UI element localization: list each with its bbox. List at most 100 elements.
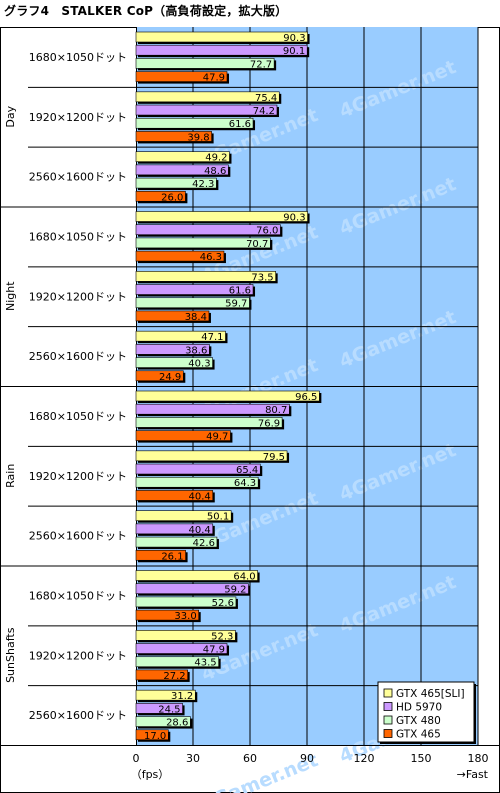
bar-value-label: 75.4 bbox=[255, 93, 277, 104]
bar bbox=[135, 536, 218, 548]
bar-value-label: 26.1 bbox=[161, 551, 183, 562]
bar bbox=[135, 549, 186, 561]
bar-value-label: 28.6 bbox=[166, 718, 188, 729]
bar bbox=[135, 117, 254, 129]
row-label: 1920×1200ドット bbox=[29, 470, 127, 483]
legend-label: GTX 480 bbox=[396, 715, 441, 727]
bar bbox=[135, 357, 213, 368]
bar bbox=[135, 330, 226, 342]
bar-value-label: 49.2 bbox=[205, 153, 227, 164]
bar bbox=[135, 656, 219, 668]
x-tick-label: 90 bbox=[300, 752, 314, 765]
row-label: 1920×1200ドット bbox=[29, 111, 127, 124]
bar-value-label: 76.9 bbox=[258, 418, 280, 429]
bar-value-label: 52.6 bbox=[212, 598, 234, 609]
bar bbox=[135, 190, 186, 202]
legend-box bbox=[377, 681, 475, 743]
bar-value-label: 38.4 bbox=[185, 312, 207, 323]
bar bbox=[135, 297, 250, 309]
bar bbox=[135, 131, 212, 142]
group-label: Night bbox=[4, 281, 17, 311]
x-direction-label: →Fast bbox=[457, 768, 489, 781]
row-label: 2560×1600ドット bbox=[29, 350, 127, 363]
row-label: 1680×1050ドット bbox=[29, 589, 127, 602]
bar-value-label: 42.6 bbox=[193, 538, 215, 549]
bar bbox=[135, 669, 188, 681]
bar-value-label: 47.1 bbox=[201, 332, 223, 343]
bar bbox=[135, 71, 228, 82]
bar-value-label: 27.2 bbox=[163, 671, 185, 682]
bar-value-label: 61.6 bbox=[229, 286, 251, 297]
bar-value-label: 26.0 bbox=[161, 192, 183, 203]
legend-swatch bbox=[383, 715, 393, 725]
x-tick-label: 60 bbox=[243, 752, 257, 765]
bar bbox=[135, 417, 283, 428]
bar bbox=[135, 570, 258, 581]
group-label: Rain bbox=[4, 464, 17, 488]
bar-value-label: 59.2 bbox=[224, 585, 246, 596]
bar-value-label: 47.9 bbox=[203, 73, 225, 84]
group-label: SunShafts bbox=[4, 627, 17, 683]
bar bbox=[135, 703, 183, 714]
bar bbox=[135, 91, 280, 103]
bar bbox=[135, 164, 229, 176]
legend-swatch bbox=[383, 729, 393, 738]
bar-value-label: 43.5 bbox=[194, 658, 216, 669]
bar bbox=[135, 224, 281, 235]
bar bbox=[135, 344, 210, 355]
bar-value-label: 90.1 bbox=[283, 46, 305, 57]
bar-value-label: 61.6 bbox=[229, 119, 251, 130]
bar-value-label: 72.7 bbox=[250, 59, 272, 70]
bar bbox=[135, 609, 200, 621]
bar-value-label: 79.5 bbox=[263, 452, 285, 463]
x-tick-label: 30 bbox=[186, 752, 200, 765]
bars: 90.390.172.747.975.474.261.639.849.248.6… bbox=[135, 31, 322, 742]
bar-value-label: 38.6 bbox=[185, 345, 207, 356]
bar bbox=[135, 250, 225, 262]
bar bbox=[135, 31, 308, 43]
bar-value-label: 73.5 bbox=[251, 272, 273, 283]
row-label: 1920×1200ドット bbox=[29, 290, 127, 303]
bar-value-label: 42.3 bbox=[192, 179, 214, 190]
bar bbox=[135, 450, 288, 462]
bar-value-label: 31.2 bbox=[171, 691, 193, 702]
bar bbox=[135, 490, 214, 501]
x-unit-label: （fps） bbox=[131, 768, 170, 781]
x-tick-label: 180 bbox=[468, 752, 489, 765]
legend-swatch bbox=[383, 688, 393, 698]
bar bbox=[135, 476, 259, 488]
bar-value-label: 39.8 bbox=[187, 132, 209, 143]
legend-label: GTX 465[SLI] bbox=[396, 688, 465, 700]
bar bbox=[135, 310, 210, 322]
x-tick-label: 120 bbox=[354, 752, 375, 765]
bar-value-label: 64.0 bbox=[233, 572, 255, 583]
bar bbox=[135, 151, 230, 162]
bar-value-label: 40.4 bbox=[188, 491, 210, 502]
legend-label: HD 5970 bbox=[396, 702, 442, 714]
row-label: 2560×1600ドット bbox=[29, 530, 127, 543]
legend-swatch bbox=[383, 702, 393, 711]
bar-value-label: 33.0 bbox=[174, 611, 196, 622]
bar bbox=[135, 177, 217, 189]
bar bbox=[135, 390, 320, 402]
bar-value-label: 49.7 bbox=[206, 432, 228, 443]
bar bbox=[135, 271, 276, 282]
row-label: 2560×1600ドット bbox=[29, 709, 127, 722]
x-tick-label: 0 bbox=[133, 752, 140, 765]
axis-labels: 0 30 60 90 120 150 180 （fps） →Fast Day 1680×1050ドッ… bbox=[4, 51, 489, 781]
bar bbox=[135, 370, 184, 382]
bar bbox=[135, 630, 236, 641]
bar-value-label: 74.2 bbox=[253, 106, 275, 117]
bar-value-label: 65.4 bbox=[236, 465, 258, 476]
bar-value-label: 96.5 bbox=[295, 392, 317, 403]
bar bbox=[135, 211, 308, 222]
bar bbox=[135, 430, 231, 441]
bar-value-label: 70.7 bbox=[246, 239, 268, 250]
bar-value-label: 90.3 bbox=[283, 33, 305, 44]
bar-value-label: 24.5 bbox=[158, 704, 180, 715]
bar-value-label: 47.9 bbox=[203, 645, 225, 656]
bar bbox=[135, 583, 249, 595]
bar-value-label: 64.3 bbox=[234, 478, 256, 489]
bar-value-label: 59.7 bbox=[225, 299, 247, 310]
